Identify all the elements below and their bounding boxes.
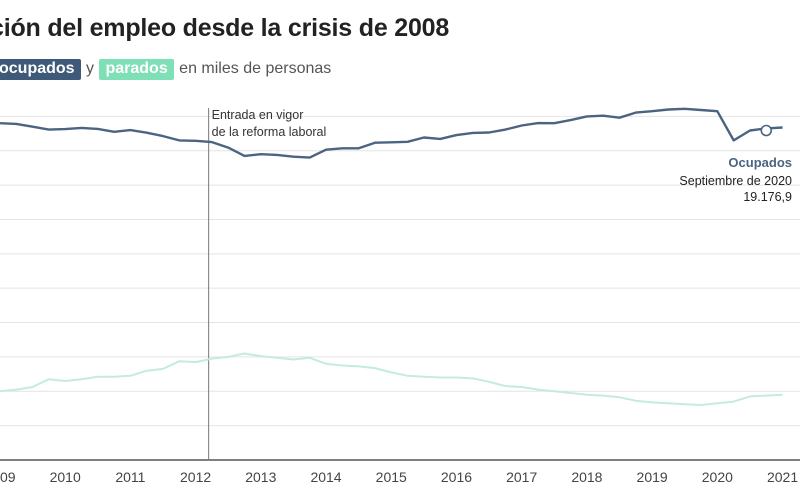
annotation-text-line2: de la reforma laboral [212,125,327,139]
x-tick-label: 2019 [637,469,668,485]
legend-connector: y [86,60,95,77]
ocupados-highlight-point [760,124,773,137]
x-tick-label: 2016 [441,469,472,485]
x-tick-label: 2014 [310,469,341,485]
legend-parados-pill: parados [99,59,174,80]
units-label: en miles de personas [179,60,332,77]
x-tick-label: 2010 [50,469,81,485]
annotation-text-line1: Entrada en vigor [212,108,304,122]
point-label-date: Septiembre de 2020 [679,174,792,188]
x-tick-label: 2017 [506,469,537,485]
x-tick-label: 2009 [0,469,16,485]
parados-line [0,352,783,406]
point-label-name: Ocupados [728,155,792,170]
x-tick-label: 2018 [571,469,602,485]
x-tick-label: 2013 [245,469,276,485]
chart-title: ción del empleo desde la crisis de 2008 [0,14,450,42]
x-tick-label: 2011 [115,469,145,485]
point-label-value: 19.176,9 [743,190,792,204]
legend-ocupados-pill: ocupados [0,59,81,80]
x-tick-label: 2020 [702,469,733,485]
x-tick-label: 2021 [767,469,798,485]
x-tick-label: 2012 [180,469,211,485]
x-tick-label: 2015 [376,469,407,485]
ocupados-line [0,107,783,159]
chart-subtitle: ocupados y parados en miles de personas [0,59,331,80]
